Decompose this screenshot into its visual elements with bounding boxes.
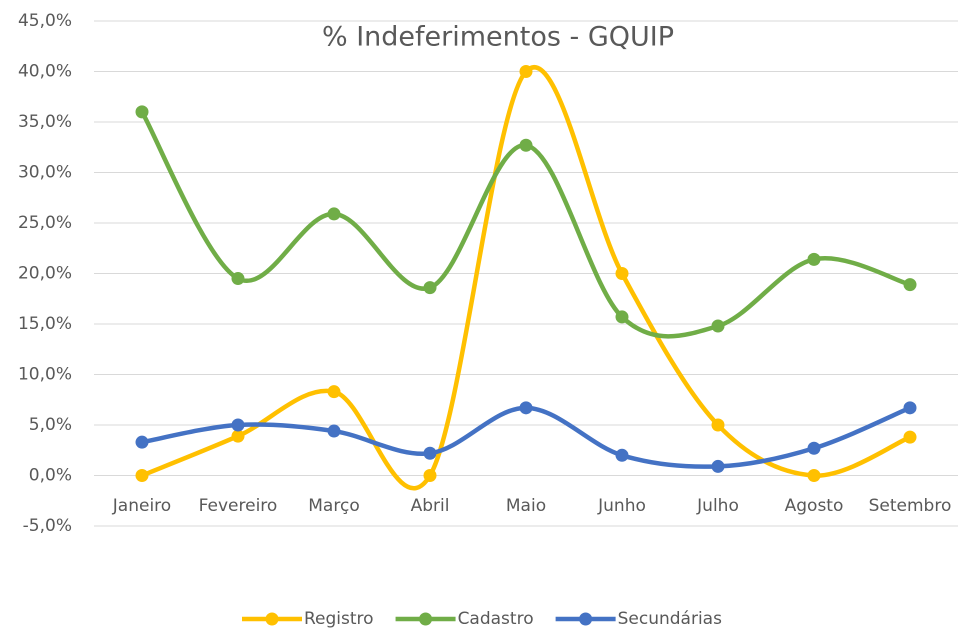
point [423,281,437,295]
point [615,448,629,462]
point [327,207,341,221]
x-tick-label: Setembro [869,496,952,516]
y-tick-label: 0,0% [29,466,72,486]
legend-marker [579,612,593,626]
point [615,310,629,324]
point [519,138,533,152]
legend-label: Registro [304,609,374,629]
y-tick-label: -5,0% [23,516,72,536]
point [711,459,725,473]
point [903,401,917,415]
point [231,272,245,286]
legend-label: Cadastro [458,609,534,629]
point [135,469,149,482]
point [327,424,341,438]
y-tick-label: 15,0% [18,314,72,334]
point [327,385,341,399]
point [231,418,245,432]
point [711,418,725,432]
point [903,278,917,292]
legend-label: Secundárias [618,609,722,629]
x-tick-label: Julho [696,496,739,516]
y-tick-label: 5,0% [29,415,72,435]
point [135,105,149,119]
x-tick-label: Abril [411,496,450,516]
point [807,252,821,266]
legend-marker [265,612,279,626]
series-line [141,65,911,491]
series-line [140,110,911,339]
x-tick-label: Agosto [785,496,844,516]
x-tick-label: Março [308,496,359,516]
legend-marker [419,612,433,626]
x-tick-label: Maio [506,496,546,516]
y-tick-label: 25,0% [18,213,72,233]
series-line [141,405,911,469]
point [423,469,437,482]
point [423,446,437,460]
x-tick-label: Junho [597,496,646,516]
point [519,65,533,78]
point [711,319,725,333]
chart-title: % Indeferimentos - GQUIP [322,22,674,53]
point [807,469,821,482]
point [903,430,917,444]
y-tick-label: 35,0% [18,112,72,132]
y-tick-label: 45,0% [18,11,72,31]
point [519,401,533,415]
y-tick-label: 40,0% [18,62,72,82]
y-tick-label: 20,0% [18,264,72,284]
y-tick-label: 10,0% [18,365,72,385]
point [135,435,149,449]
y-tick-label: 30,0% [18,163,72,183]
x-tick-label: Janeiro [112,496,171,516]
point [615,267,629,280]
x-tick-label: Fevereiro [199,496,278,516]
point [807,441,821,455]
point [231,429,245,443]
